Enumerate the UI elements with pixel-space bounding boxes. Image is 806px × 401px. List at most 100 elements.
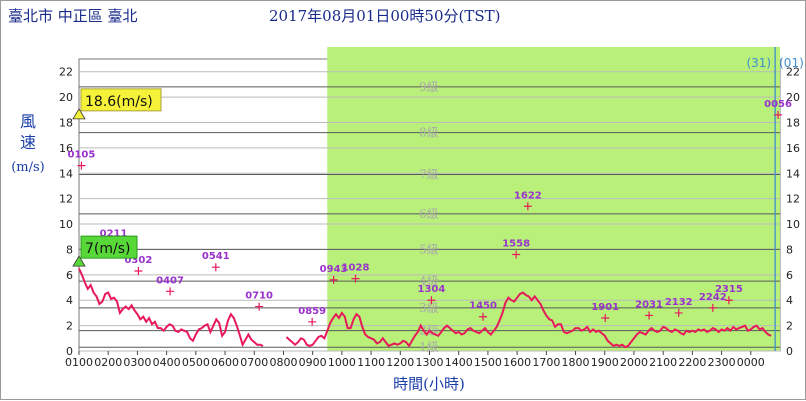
- beaufort-label: 9級: [419, 80, 439, 94]
- y-tick-label: 6: [66, 269, 73, 282]
- x-tick-label: 0100: [65, 356, 93, 369]
- gust-time-label: 0710: [245, 291, 273, 302]
- y-tick-label: 20: [59, 91, 73, 104]
- beaufort-label: 8級: [419, 126, 439, 140]
- y-tick-label-right: 20: [786, 91, 800, 104]
- max-marker-triangle: [72, 255, 86, 267]
- max-marker-label: 18.6(m/s): [85, 94, 153, 110]
- x-tick-label: 1500: [474, 356, 502, 369]
- x-tick-label: 1000: [328, 356, 356, 369]
- y-tick-label-right: 22: [786, 66, 800, 79]
- gust-marker: [211, 263, 220, 272]
- x-tick-label: 1600: [503, 356, 531, 369]
- gust-time-label: 1450: [469, 301, 497, 312]
- gust-time-label: 2315: [715, 284, 743, 295]
- beaufort-label: 1級: [419, 340, 439, 354]
- x-axis-label: 時間(小時): [393, 375, 465, 393]
- y-tick-label: 4: [66, 294, 73, 307]
- gust-marker: [479, 312, 488, 321]
- gust-time-label: 0859: [298, 306, 326, 317]
- gust-marker: [674, 308, 683, 317]
- y-tick-label-right: 18: [786, 116, 800, 129]
- x-tick-label: 0700: [240, 356, 268, 369]
- wind-speed-line: [78, 268, 264, 348]
- gust-time-label: 0541: [202, 251, 230, 262]
- y-tick-label: 12: [59, 193, 73, 206]
- y-tick-label-right: 6: [786, 269, 793, 282]
- gust-marker: [601, 313, 610, 322]
- gust-time-label: 2031: [635, 299, 663, 310]
- gust-time-label: 0211: [100, 228, 128, 239]
- gust-time-label: 0056: [764, 99, 792, 110]
- max-marker-box: [80, 88, 162, 112]
- x-tick-label: 1800: [562, 356, 590, 369]
- y-tick-label-right: 12: [786, 193, 800, 206]
- beaufort-label: 5級: [419, 242, 439, 256]
- gust-time-label: 0943: [320, 264, 348, 275]
- y-tick-label-right: 14: [786, 167, 800, 180]
- x-tick-label: 0000: [737, 356, 765, 369]
- y-tick-label: 22: [59, 66, 73, 79]
- y-axis-unit: (m/s): [11, 160, 45, 175]
- y-tick-label: 14: [59, 167, 73, 180]
- y-tick-label-right: 10: [786, 218, 800, 231]
- gust-marker: [645, 311, 654, 320]
- y-tick-label-right: 2: [786, 320, 793, 333]
- x-tick-label: 1200: [386, 356, 414, 369]
- y-axis-label-1: 風: [20, 112, 36, 131]
- y-tick-label: 16: [59, 142, 73, 155]
- x-tick-label: 0200: [94, 356, 122, 369]
- observation-timestamp: 2017年08月01日00時50分(TST): [269, 7, 501, 25]
- gust-marker: [308, 317, 317, 326]
- x-tick-label: 1100: [357, 356, 385, 369]
- gust-marker: [523, 202, 532, 211]
- y-tick-label: 2: [66, 320, 73, 333]
- y-tick-label-right: 0: [786, 345, 793, 358]
- wind-speed-line: [285, 291, 772, 349]
- gust-marker: [166, 287, 175, 296]
- gust-marker: [351, 274, 360, 283]
- x-tick-label: 0800: [269, 356, 297, 369]
- gust-marker: [724, 296, 733, 305]
- x-tick-label: 1900: [591, 356, 619, 369]
- x-tick-label: 1300: [416, 356, 444, 369]
- gust-marker: [427, 296, 436, 305]
- y-tick-label: 18: [59, 116, 73, 129]
- y-tick-label-right: 8: [786, 243, 793, 256]
- y-axis-label-2: 速: [20, 133, 36, 152]
- gust-marker: [708, 303, 717, 312]
- x-tick-label: 2200: [678, 356, 706, 369]
- x-tick-label: 2300: [708, 356, 736, 369]
- x-tick-label: 0500: [182, 356, 210, 369]
- y-tick-label-right: 4: [786, 294, 793, 307]
- gust-marker: [134, 267, 143, 276]
- max-marker-box: [80, 235, 138, 259]
- x-tick-label: 0900: [299, 356, 327, 369]
- y-tick-label-right: 16: [786, 142, 800, 155]
- day-label-right: (01): [779, 56, 804, 70]
- gust-time-label: 1558: [502, 239, 530, 250]
- max-marker-triangle: [72, 108, 86, 120]
- beaufort-label: 3級: [419, 301, 439, 315]
- gust-marker: [512, 250, 521, 259]
- day-label-left: (31): [746, 56, 771, 70]
- gust-time-label: 1901: [591, 302, 619, 313]
- beaufort-label: 6級: [419, 207, 439, 221]
- gust-time-label: 2132: [665, 297, 693, 308]
- x-tick-label: 2000: [620, 356, 648, 369]
- beaufort-label: 7級: [419, 168, 439, 182]
- x-tick-label: 1400: [445, 356, 473, 369]
- gust-marker: [774, 110, 783, 119]
- gust-time-label: 2242: [699, 292, 727, 303]
- gust-time-label: 1304: [418, 284, 446, 295]
- y-tick-label: 10: [59, 218, 73, 231]
- gust-marker: [329, 275, 338, 284]
- x-tick-label: 0300: [123, 356, 151, 369]
- x-tick-label: 0400: [153, 356, 181, 369]
- beaufort-label: 4級: [419, 274, 439, 288]
- gust-time-label: 0407: [156, 275, 184, 286]
- x-tick-label: 1700: [532, 356, 560, 369]
- y-tick-label: 8: [66, 243, 73, 256]
- x-tick-label: 0600: [211, 356, 239, 369]
